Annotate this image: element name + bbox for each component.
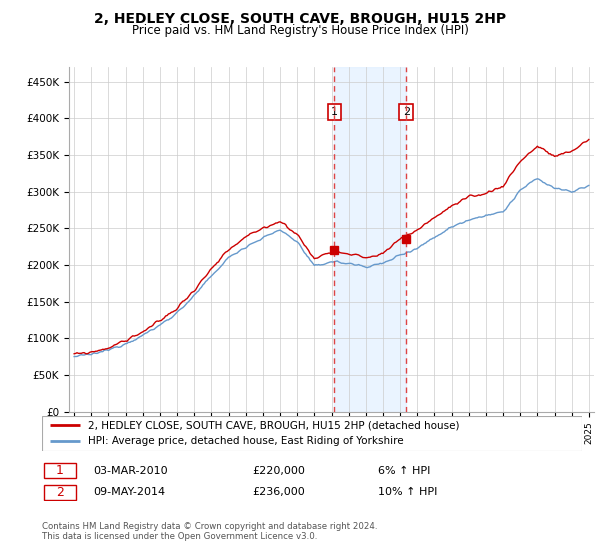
Text: £236,000: £236,000 — [252, 487, 305, 497]
Text: 2, HEDLEY CLOSE, SOUTH CAVE, BROUGH, HU15 2HP (detached house): 2, HEDLEY CLOSE, SOUTH CAVE, BROUGH, HU1… — [88, 421, 460, 431]
Text: £220,000: £220,000 — [252, 466, 305, 476]
Text: 2: 2 — [56, 486, 64, 499]
FancyBboxPatch shape — [42, 416, 582, 451]
Text: 1: 1 — [56, 464, 64, 478]
Text: 09-MAY-2014: 09-MAY-2014 — [93, 487, 165, 497]
Text: 2: 2 — [403, 107, 410, 117]
FancyBboxPatch shape — [44, 485, 76, 500]
Text: 2, HEDLEY CLOSE, SOUTH CAVE, BROUGH, HU15 2HP: 2, HEDLEY CLOSE, SOUTH CAVE, BROUGH, HU1… — [94, 12, 506, 26]
Bar — [334, 67, 406, 412]
Text: Price paid vs. HM Land Registry's House Price Index (HPI): Price paid vs. HM Land Registry's House … — [131, 24, 469, 36]
Text: HPI: Average price, detached house, East Riding of Yorkshire: HPI: Average price, detached house, East… — [88, 436, 404, 446]
Text: 10% ↑ HPI: 10% ↑ HPI — [378, 487, 437, 497]
Text: 6% ↑ HPI: 6% ↑ HPI — [378, 466, 430, 476]
FancyBboxPatch shape — [44, 464, 76, 478]
Text: 03-MAR-2010: 03-MAR-2010 — [93, 466, 167, 476]
Text: 1: 1 — [331, 107, 338, 117]
Text: Contains HM Land Registry data © Crown copyright and database right 2024.
This d: Contains HM Land Registry data © Crown c… — [42, 522, 377, 542]
